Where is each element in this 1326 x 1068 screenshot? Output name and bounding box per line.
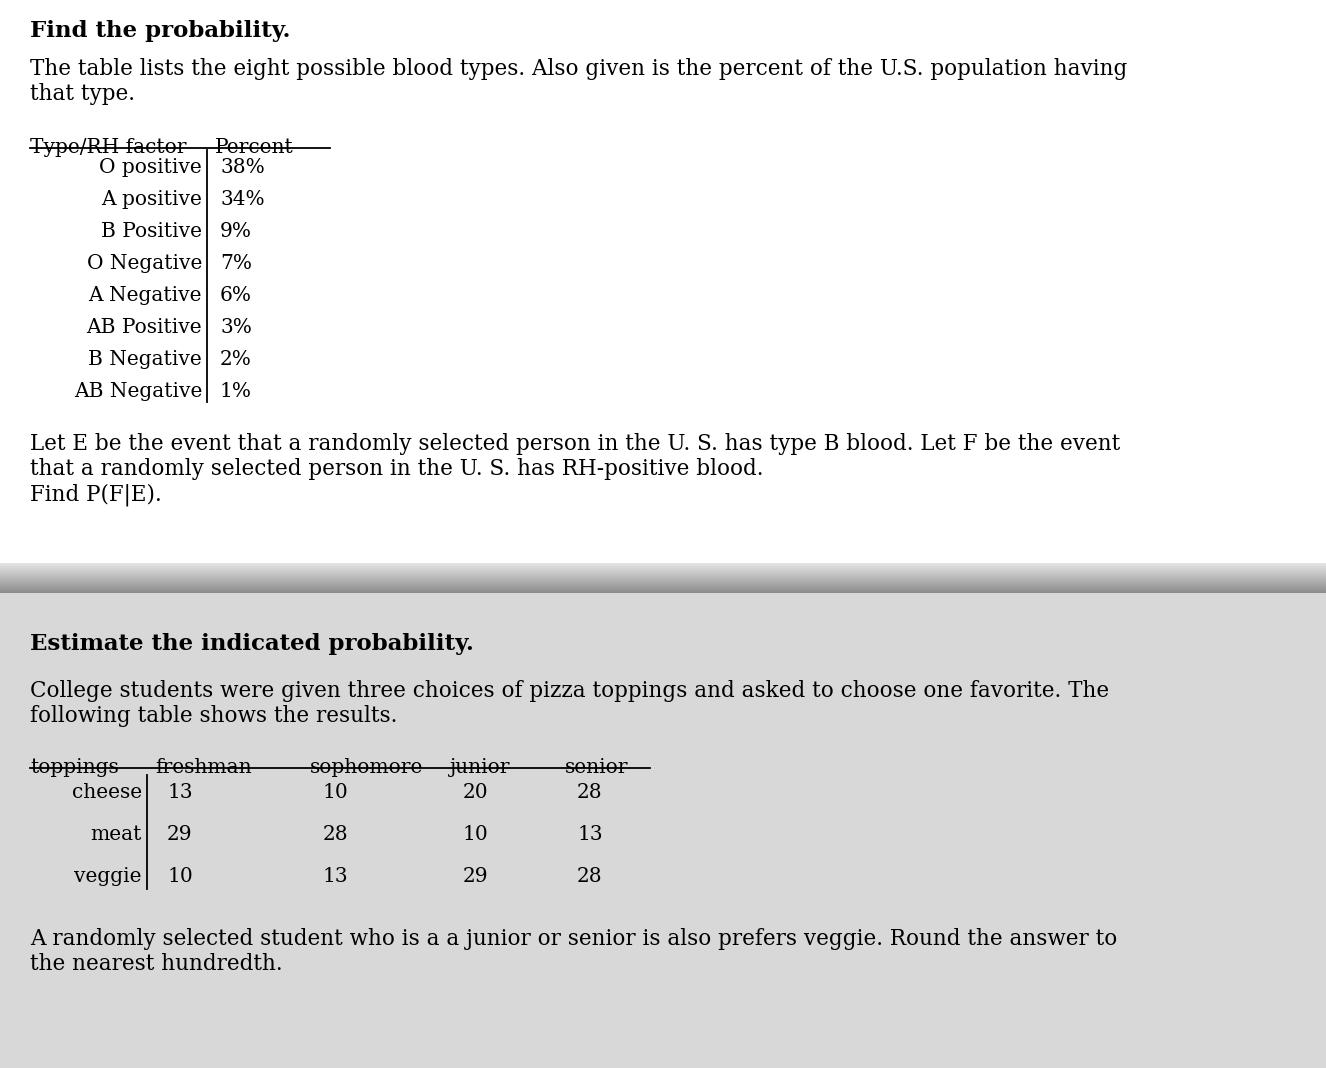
- Text: 2%: 2%: [220, 350, 252, 370]
- Text: sophomore: sophomore: [310, 758, 423, 778]
- Text: meat: meat: [90, 824, 142, 844]
- Text: B Negative: B Negative: [89, 350, 202, 370]
- Text: 29: 29: [463, 867, 488, 886]
- Text: veggie: veggie: [74, 867, 142, 886]
- Text: 20: 20: [463, 783, 488, 802]
- Text: 28: 28: [577, 783, 603, 802]
- Text: cheese: cheese: [72, 783, 142, 802]
- Text: 6%: 6%: [220, 286, 252, 305]
- Text: AB Negative: AB Negative: [74, 382, 202, 400]
- Bar: [0, 0, 1326, 564]
- Text: The table lists the eight possible blood types. Also given is the percent of the: The table lists the eight possible blood…: [30, 58, 1127, 106]
- Text: 29: 29: [167, 824, 192, 844]
- Text: AB Positive: AB Positive: [86, 318, 202, 337]
- Text: Percent: Percent: [215, 138, 294, 157]
- Text: 38%: 38%: [220, 158, 265, 177]
- Text: O positive: O positive: [99, 158, 202, 177]
- Text: Find the probability.: Find the probability.: [30, 20, 290, 42]
- Text: 7%: 7%: [220, 254, 252, 273]
- Text: freshman: freshman: [155, 758, 252, 778]
- Bar: [0, 594, 1326, 1068]
- Text: 10: 10: [463, 824, 488, 844]
- Text: 34%: 34%: [220, 190, 265, 209]
- Text: 28: 28: [322, 824, 347, 844]
- Text: 28: 28: [577, 867, 603, 886]
- Text: 1%: 1%: [220, 382, 252, 400]
- Text: O Negative: O Negative: [86, 254, 202, 273]
- Text: senior: senior: [565, 758, 629, 778]
- Text: A Negative: A Negative: [89, 286, 202, 305]
- Text: Estimate the indicated probability.: Estimate the indicated probability.: [30, 633, 473, 655]
- Text: 13: 13: [167, 783, 192, 802]
- Text: A randomly selected student who is a a junior or senior is also prefers veggie. : A randomly selected student who is a a j…: [30, 928, 1118, 975]
- Text: junior: junior: [450, 758, 511, 778]
- Text: Type/RH factor: Type/RH factor: [30, 138, 187, 157]
- Text: College students were given three choices of pizza toppings and asked to choose : College students were given three choice…: [30, 680, 1109, 727]
- Text: toppings: toppings: [30, 758, 119, 778]
- Text: 3%: 3%: [220, 318, 252, 337]
- Text: 9%: 9%: [220, 222, 252, 241]
- Text: 10: 10: [167, 867, 192, 886]
- Text: 10: 10: [322, 783, 347, 802]
- Text: A positive: A positive: [101, 190, 202, 209]
- Text: 13: 13: [322, 867, 347, 886]
- Text: Let E be the event that a randomly selected person in the U. S. has type B blood: Let E be the event that a randomly selec…: [30, 433, 1120, 506]
- Text: B Positive: B Positive: [101, 222, 202, 241]
- Text: 13: 13: [577, 824, 603, 844]
